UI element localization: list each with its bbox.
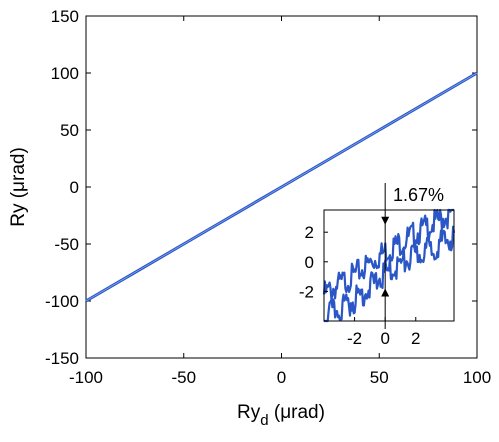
inset-x-tick-label: 0 (380, 329, 389, 348)
inset-arrowhead-up (381, 288, 390, 297)
x-axis-label-main: Ry (237, 402, 261, 423)
inset-series-line (323, 225, 456, 323)
x-tick-label: 100 (463, 368, 491, 387)
inset-annotation-label: 1.67% (393, 185, 444, 205)
x-axis-label-unit: (μrad) (269, 402, 325, 423)
inset-x-tick-label: 2 (411, 329, 420, 348)
x-axis-ticks: -100 -50 0 50 100 (69, 16, 491, 387)
y-tick-label: 50 (60, 121, 79, 140)
inset-chart: -2 0 2 -2 0 2 1.67% (299, 183, 456, 348)
y-tick-label: 0 (70, 178, 79, 197)
data-series-highlight (85, 72, 478, 302)
y-tick-label: -50 (54, 235, 79, 254)
y-axis-ticks: -150 -100 -50 0 50 100 150 (45, 7, 477, 368)
inset-data-lines (322, 208, 456, 323)
inset-x-axis-ticks: -2 0 2 (347, 317, 420, 348)
inset-y-tick-label: -2 (299, 282, 314, 301)
y-tick-label: 100 (51, 64, 79, 83)
inset-y-axis-ticks: -2 0 2 (299, 223, 328, 301)
y-tick-label: -150 (45, 349, 79, 368)
x-axis-label: Ryd (μrad) (237, 402, 325, 429)
x-tick-label: 0 (277, 368, 286, 387)
inset-y-tick-label: 2 (305, 223, 314, 242)
inset-series-line (322, 208, 455, 300)
x-tick-label: -50 (171, 368, 196, 387)
x-axis-label-subscript: d (260, 412, 268, 429)
y-tick-label: 150 (51, 7, 79, 26)
x-tick-label: -100 (69, 368, 103, 387)
inset-y-tick-label: 0 (305, 253, 314, 272)
inset-x-tick-label: -2 (347, 329, 362, 348)
x-tick-label: 50 (370, 368, 389, 387)
inset-arrowhead-down (381, 216, 390, 225)
y-tick-label: -100 (45, 292, 79, 311)
inset-frame (323, 209, 455, 322)
y-axis-label: Ry (μrad) (8, 147, 29, 227)
data-lines (85, 71, 478, 303)
inset-arrow-annotation (381, 183, 390, 329)
